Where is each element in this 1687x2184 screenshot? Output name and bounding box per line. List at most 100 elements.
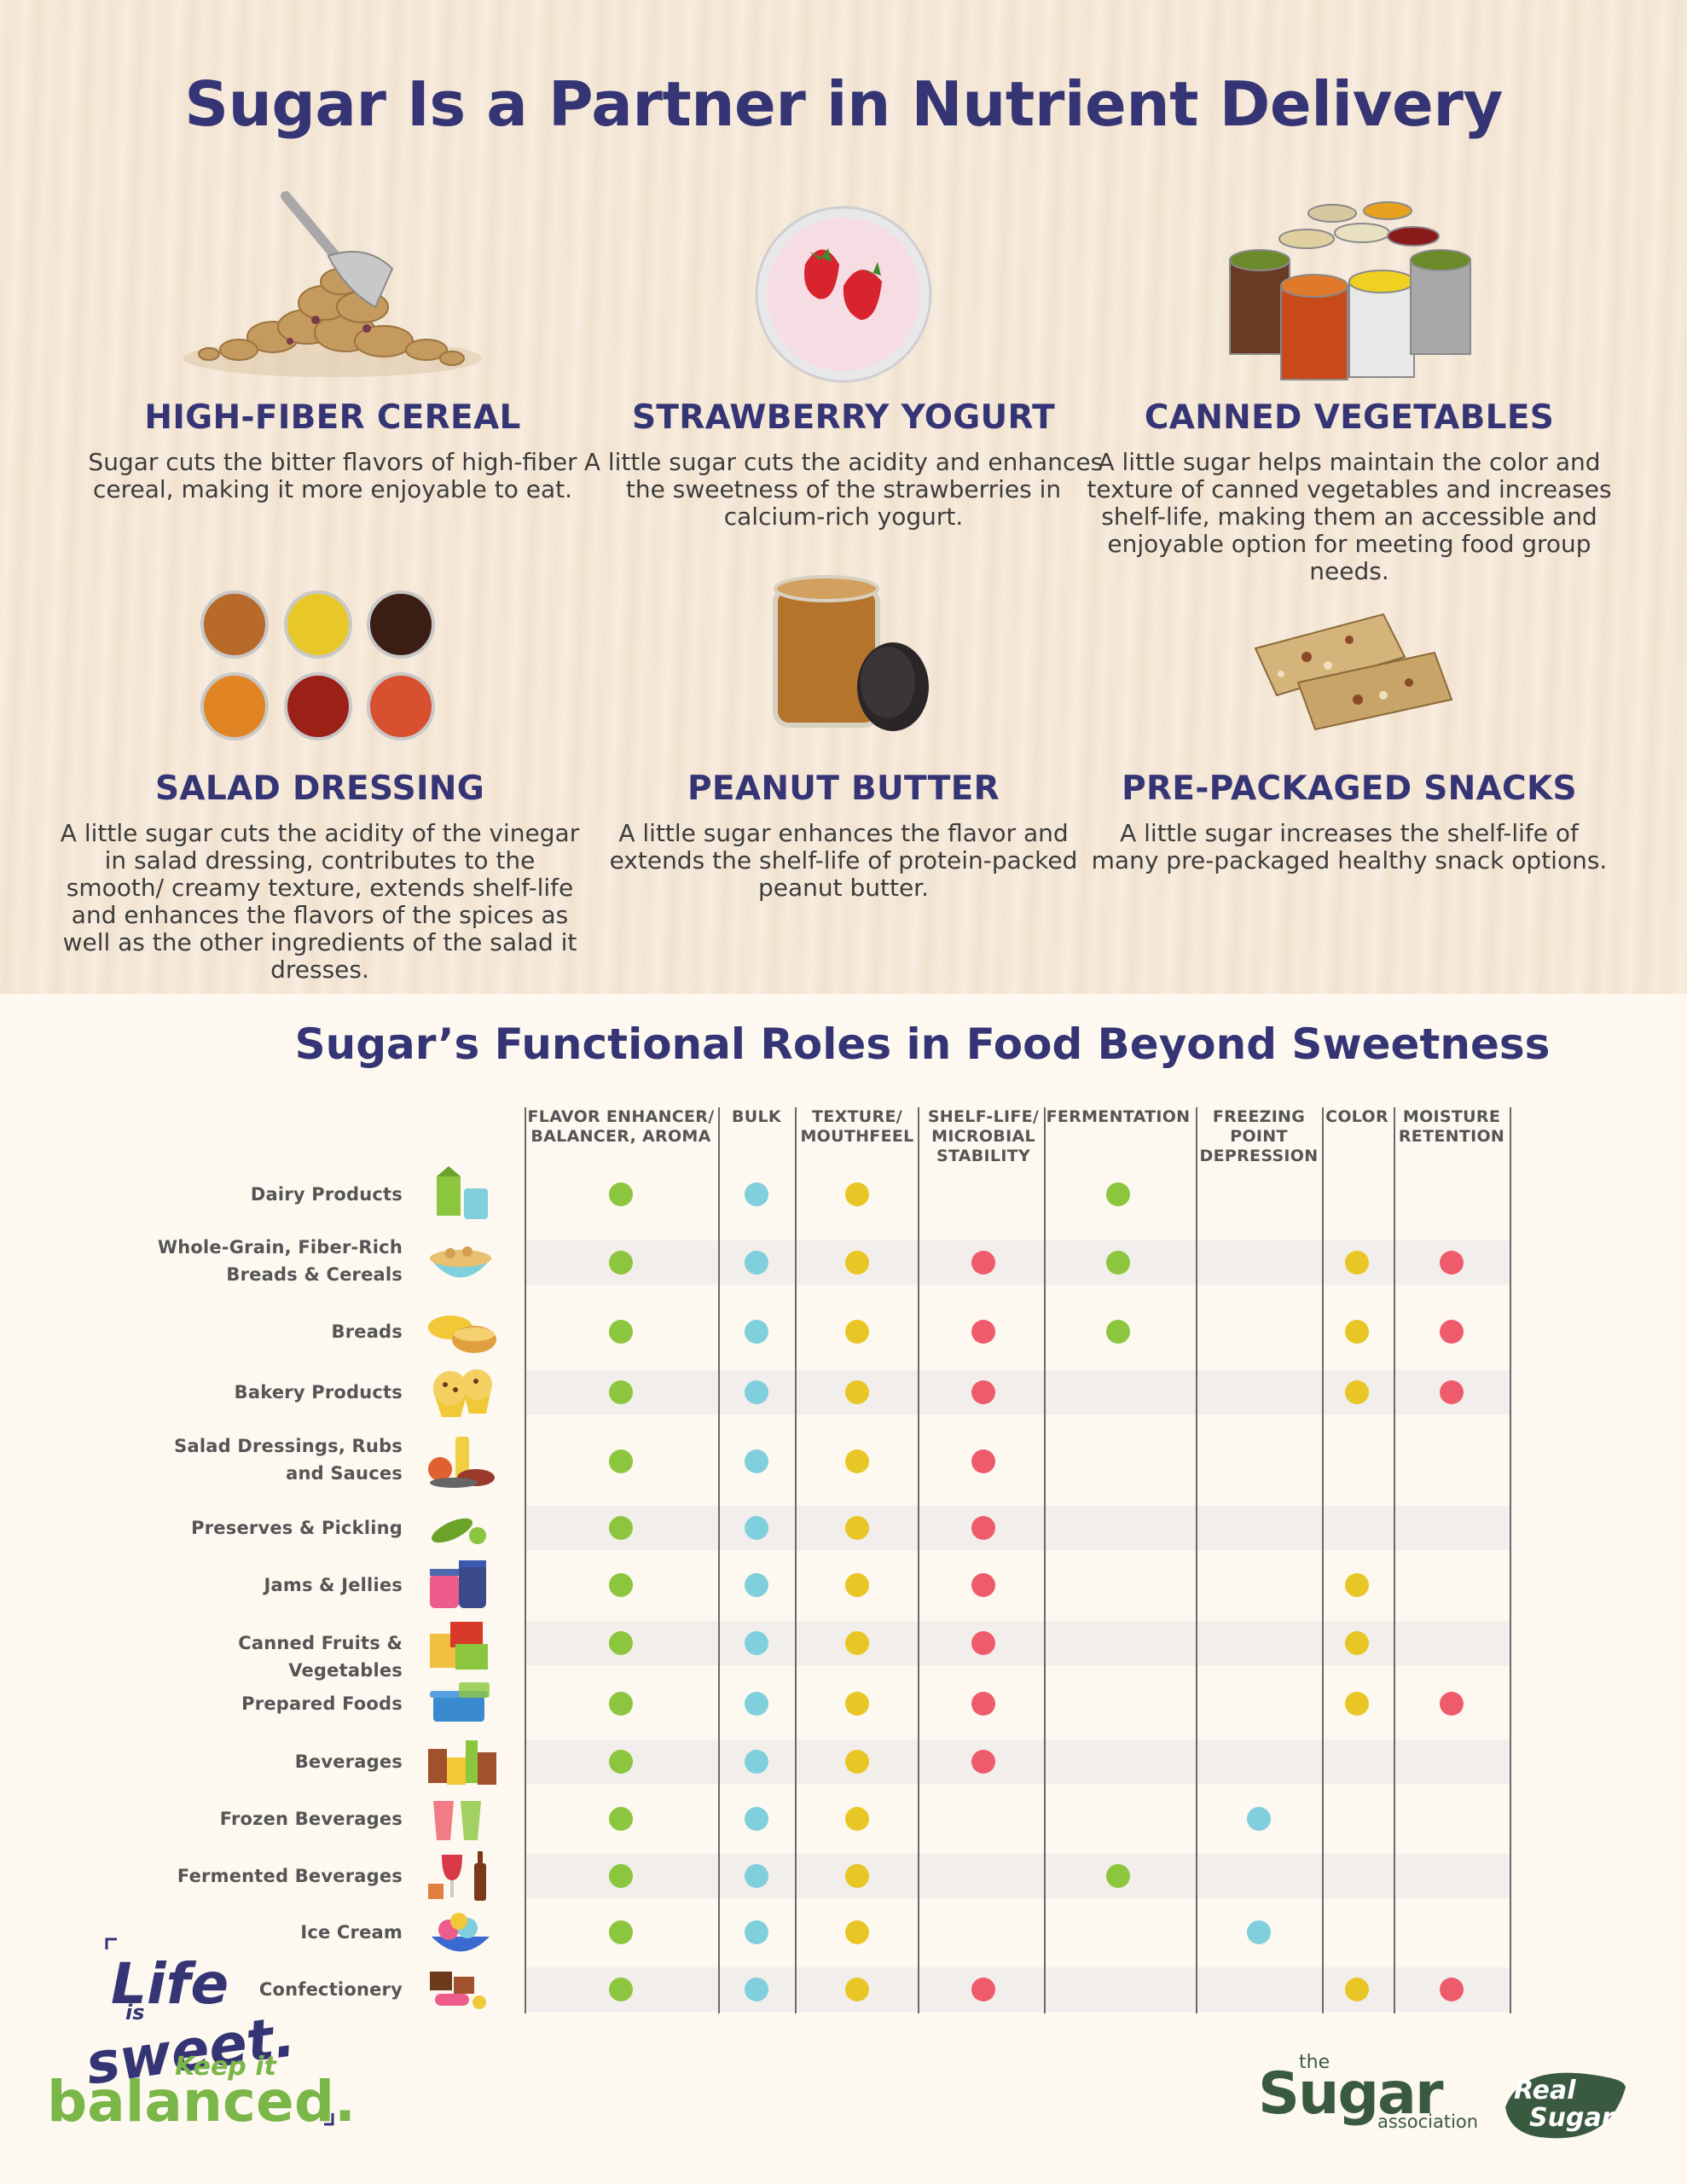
logo-text: Life — [111, 1951, 229, 2017]
role-dot — [609, 1920, 633, 1944]
role-dot — [745, 1320, 768, 1344]
role-dot — [1345, 1631, 1369, 1655]
life-is-sweet-logo: Life is sweet. Keep it balanced. — [47, 1932, 356, 2137]
role-dot — [845, 1692, 869, 1716]
role-dot — [971, 1750, 995, 1774]
row-label: Jams & Jellies — [264, 1575, 403, 1595]
role-dot — [971, 1573, 995, 1597]
yogurt-image — [741, 183, 946, 388]
food-description: A little sugar cuts the acidity of the v… — [60, 819, 580, 984]
food-title: PRE-PACKAGED SNACKS — [1122, 770, 1577, 808]
role-dot — [609, 1380, 633, 1404]
column-header: FLAVOR ENHANCER/ BALANCER, AROMA — [527, 1107, 715, 1146]
role-dot — [971, 1449, 995, 1473]
role-dot — [745, 1692, 768, 1716]
frozen-drink-icon — [422, 1789, 499, 1849]
row-label: Preserves & Pickling — [191, 1518, 403, 1538]
food-description: A little sugar increases the shelf-life … — [1091, 819, 1608, 874]
role-dot — [1106, 1320, 1130, 1344]
column-divider — [1510, 1107, 1511, 2013]
role-dot — [845, 1449, 869, 1473]
role-dot — [1440, 1380, 1464, 1404]
role-dot — [1345, 1380, 1369, 1404]
role-dot — [609, 1631, 633, 1655]
pickle-icon — [422, 1498, 499, 1558]
role-dot — [609, 1516, 633, 1540]
role-dot — [1440, 1978, 1464, 2001]
role-dot — [845, 1182, 869, 1206]
role-dot — [745, 1920, 768, 1944]
row-label: Fermented Beverages — [177, 1866, 403, 1886]
role-dot — [1345, 1978, 1369, 2001]
role-dot — [971, 1692, 995, 1716]
food-description: Sugar cuts the bitter flavors of high-fi… — [88, 448, 577, 503]
role-dot — [609, 1449, 633, 1473]
column-divider — [718, 1107, 720, 2013]
muffin-icon — [422, 1362, 499, 1422]
column-header: MOISTURE RETENTION — [1398, 1107, 1505, 1146]
row-label: Confectionery — [258, 1979, 403, 2000]
table-title: Sugar’s Functional Roles in Food Beyond … — [294, 1019, 1551, 1069]
role-dot — [1440, 1692, 1464, 1716]
role-dot — [745, 1750, 768, 1774]
role-dot — [745, 1251, 768, 1275]
row-label: Breads — [331, 1321, 403, 1342]
row-label: Prepared Foods — [241, 1693, 403, 1714]
column-divider — [795, 1107, 797, 2013]
role-dot — [745, 1573, 768, 1597]
salad-dressing-image — [192, 555, 448, 759]
row-label: Canned Fruits & Vegetables — [238, 1633, 403, 1681]
role-dot — [845, 1864, 869, 1888]
food-title: PEANUT BUTTER — [687, 770, 1000, 808]
column-header: FERMENTATION — [1046, 1107, 1191, 1126]
role-dot — [1247, 1920, 1271, 1944]
role-dot — [745, 1449, 768, 1473]
role-dot — [1106, 1864, 1130, 1888]
snack-bar-image — [1230, 555, 1469, 759]
role-dot — [845, 1807, 869, 1831]
role-dot — [1247, 1807, 1271, 1831]
role-dot — [609, 1864, 633, 1888]
role-dot — [1345, 1573, 1369, 1597]
wine-bottle-icon — [422, 1846, 499, 1906]
role-dot — [845, 1978, 869, 2001]
row-band — [525, 1506, 1510, 1550]
peanut-butter-image — [741, 555, 946, 759]
column-divider — [918, 1107, 919, 2013]
food-description: A little sugar cuts the acidity and enha… — [583, 448, 1104, 531]
logo-text: Sugar — [1258, 2060, 1443, 2128]
food-card-salad-dressing: SALAD DRESSING A little sugar cuts the a… — [47, 555, 593, 984]
beverage-cups-icon — [422, 1732, 499, 1792]
food-title: HIGH-FIBER CEREAL — [144, 398, 521, 437]
column-divider — [525, 1107, 526, 2013]
role-dot — [1106, 1251, 1130, 1275]
sugar-association-logo: the Sugar association — [1258, 2052, 1497, 2137]
role-dot — [745, 1380, 768, 1404]
food-description: A little sugar helps maintain the color … — [1087, 448, 1612, 585]
row-label: Beverages — [294, 1751, 403, 1772]
milk-carton-icon — [422, 1165, 499, 1224]
role-dot — [845, 1750, 869, 1774]
ice-cream-bowl-icon — [422, 1902, 499, 1962]
role-dot — [609, 1692, 633, 1716]
logo-text: association — [1377, 2111, 1479, 2132]
role-dot — [609, 1182, 633, 1206]
logo-text: balanced. — [47, 2069, 357, 2135]
role-dot — [745, 1978, 768, 2001]
food-card-snacks: PRE-PACKAGED SNACKS A little sugar incre… — [1076, 555, 1622, 874]
row-band — [525, 1854, 1510, 1898]
food-card-peanut-butter: PEANUT BUTTER A little sugar enhances th… — [571, 555, 1116, 902]
role-dot — [745, 1516, 768, 1540]
canned-vegetables-image — [1221, 183, 1477, 388]
row-label: Frozen Beverages — [219, 1809, 403, 1829]
row-label: Salad Dressings, Rubs and Sauces — [174, 1436, 403, 1484]
food-title: SALAD DRESSING — [154, 770, 485, 808]
cereal-bowl-icon — [422, 1233, 499, 1292]
role-dot — [845, 1573, 869, 1597]
column-divider — [1394, 1107, 1395, 2013]
column-header: FREEZING POINT DEPRESSION — [1199, 1107, 1319, 1165]
logo-text: Keep it — [175, 2052, 276, 2082]
role-dot — [609, 1807, 633, 1831]
logo-text: Real — [1514, 2076, 1576, 2106]
role-dot — [745, 1807, 768, 1831]
